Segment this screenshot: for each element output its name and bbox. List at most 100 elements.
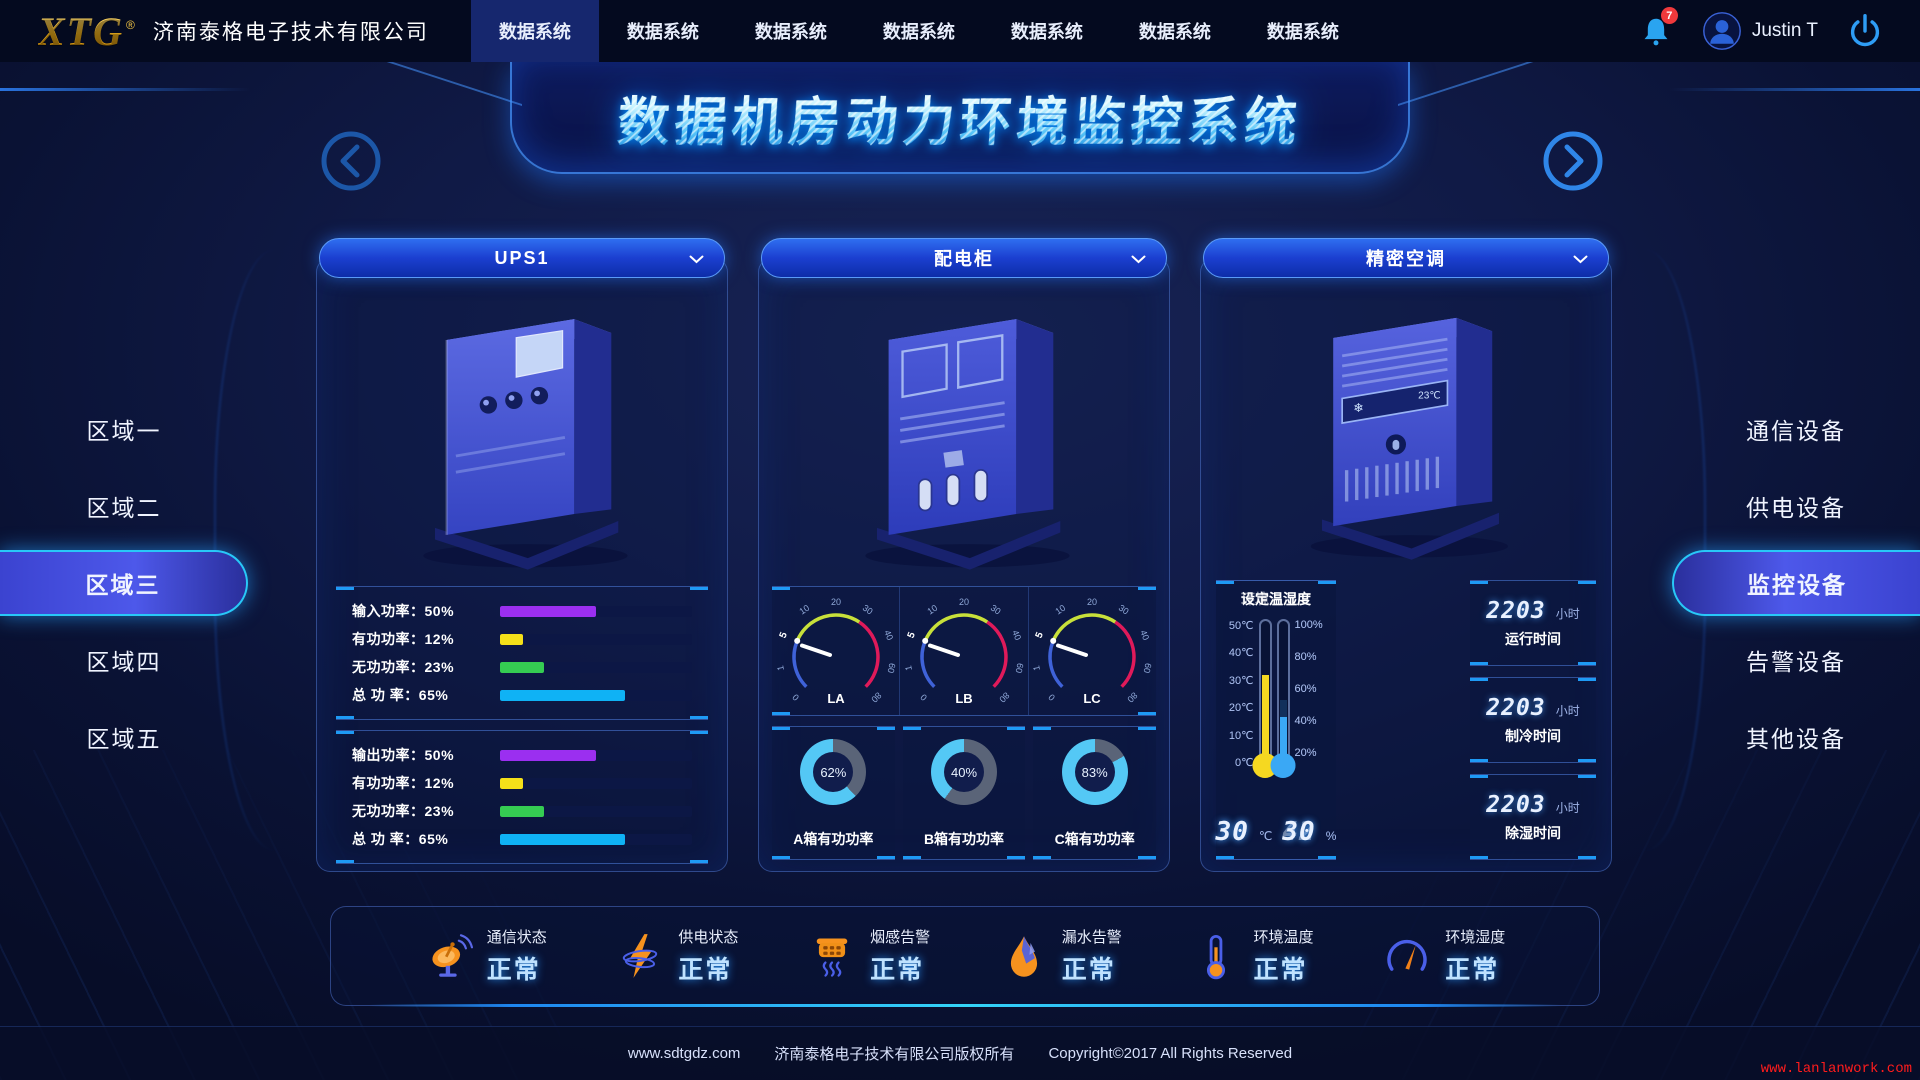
stat-bar-track: [500, 749, 692, 761]
gauge-dial: 0 1 5 10 20 30 40 60 80 LC: [1031, 597, 1153, 706]
chevron-down-icon: [689, 255, 704, 264]
zone-menu-item[interactable]: 区域四: [0, 627, 248, 693]
device-menu-label: 通信设备: [1746, 418, 1846, 444]
svg-text:1: 1: [1031, 665, 1042, 672]
decor-glow-line: [0, 88, 250, 91]
nav-item-data-system[interactable]: 数据系统: [599, 0, 727, 62]
device-menu-item[interactable]: 通信设备: [1672, 396, 1920, 462]
power-stat-row: 输入功率：50%: [352, 601, 692, 621]
user-menu[interactable]: Justin T: [1702, 11, 1818, 51]
panel-air-conditioner: 精密空调 ❄ 23℃: [1200, 238, 1612, 872]
status-value: 正常: [678, 956, 733, 984]
runtime-label: 制冷时间: [1505, 727, 1561, 744]
ac-selector-dropdown[interactable]: 精密空调: [1203, 238, 1609, 278]
donut-label: C箱有功功率: [1054, 831, 1135, 847]
stat-bar-fill: [500, 661, 545, 673]
nav-item-data-system[interactable]: 数据系统: [470, 0, 599, 62]
donut-value: 40%: [950, 764, 978, 780]
stat-bar-track: [500, 805, 692, 817]
zone-menu-item[interactable]: 区域一: [0, 396, 248, 462]
status-label: 供电状态: [678, 929, 739, 946]
active-power-donuts: 62% A箱有功功率 40% B箱有功功率 83%: [772, 726, 1157, 860]
notifications-button[interactable]: 7: [1638, 7, 1678, 51]
thermometer-icon: [1206, 934, 1225, 980]
nav-item-label: 数据系统: [882, 22, 955, 42]
status-label: 环境温度: [1253, 929, 1314, 946]
donut-value: 62%: [820, 764, 847, 780]
humidity-unit: %: [1325, 829, 1337, 843]
digital-readout: 30 ℃ 30 %: [1216, 817, 1337, 847]
svg-text:20: 20: [959, 597, 969, 607]
nav-item-label: 数据系统: [1266, 22, 1339, 42]
device-menu-item[interactable]: 其他设备: [1672, 704, 1920, 770]
donut-chart: 62%: [800, 739, 867, 805]
avatar-icon: [1702, 12, 1741, 50]
footer-copyright: 济南泰格电子技术有限公司版权所有: [774, 1046, 1015, 1063]
stat-bar-track: [500, 605, 692, 617]
nav-item-data-system[interactable]: 数据系统: [727, 0, 855, 62]
power-icon[interactable]: [1844, 10, 1886, 52]
distribution-selector-dropdown[interactable]: 配电柜: [761, 238, 1167, 278]
status-value: 正常: [486, 956, 541, 984]
next-page-arrow[interactable]: [1540, 128, 1606, 194]
smoke-detector-icon: [816, 938, 848, 977]
nav-item-data-system[interactable]: 数据系统: [1111, 0, 1239, 62]
status-item-smoke: 烟感告警 正常: [808, 926, 930, 986]
group-title: 设定温湿度: [1241, 591, 1311, 607]
donut-chart: 40%: [931, 739, 997, 805]
runtime-label: 运行时间: [1505, 630, 1561, 647]
temperature-thermometer: [1252, 619, 1278, 778]
zone-menu-item[interactable]: 区域五: [0, 704, 248, 770]
svg-text:40: 40: [1010, 629, 1023, 642]
nav-item-data-system[interactable]: 数据系统: [855, 0, 983, 62]
notification-badge: 7: [1660, 7, 1678, 24]
power-stat-row: 无功功率：23%: [352, 801, 692, 821]
stat-bar-track: [500, 833, 692, 845]
nav-item-label: 数据系统: [754, 22, 827, 42]
temperature-unit: ℃: [1258, 829, 1273, 843]
ups-cabinet-illustration: [423, 319, 628, 570]
user-name: Justin T: [1751, 20, 1818, 41]
satellite-icon: [432, 934, 473, 977]
runtime-value: 2203: [1486, 694, 1546, 721]
device-menu-label: 监控设备: [1747, 572, 1847, 598]
zone-menu-item[interactable]: 区域三: [0, 550, 248, 616]
svg-text:0: 0: [918, 692, 929, 703]
bell-icon: [1644, 18, 1668, 46]
device-menu-item[interactable]: 告警设备: [1672, 627, 1920, 693]
gauge-label: LA: [827, 691, 845, 706]
status-value: 正常: [870, 956, 925, 984]
nav-item-data-system[interactable]: 数据系统: [983, 0, 1111, 62]
zone-menu-label: 区域三: [85, 572, 161, 598]
status-value: 正常: [1445, 956, 1500, 984]
status-item-humidity: 环境湿度 正常: [1383, 926, 1505, 986]
svg-text:0: 0: [790, 692, 801, 703]
watermark: www.lanlanwork.com: [1760, 1061, 1912, 1077]
previous-page-arrow[interactable]: [318, 128, 384, 194]
ac-readouts: 环境温湿度 50℃40℃ 30℃20℃ 10℃0℃: [1216, 580, 1596, 860]
zone-menu-item[interactable]: 区域二: [0, 473, 248, 539]
nav-item-data-system[interactable]: 数据系统: [1239, 0, 1367, 62]
ups-selector-dropdown[interactable]: UPS1: [319, 238, 725, 278]
stat-bar-fill: [500, 689, 625, 701]
device-menu: 通信设备 供电设备 监控设备 告警设备 其他设备: [1672, 396, 1920, 781]
device-menu-item[interactable]: 供电设备: [1672, 473, 1920, 539]
stat-label: 有功功率：12%: [352, 631, 455, 647]
runtime-value: 2203: [1486, 597, 1546, 624]
zone-menu-label: 区域二: [86, 495, 162, 521]
main-nav: 数据系统 数据系统 数据系统 数据系统 数据系统 数据系统 数据系统: [470, 0, 1367, 62]
donut-label: B箱有功功率: [923, 831, 1005, 847]
status-item-power: 供电状态 正常: [616, 926, 738, 986]
svg-text:0: 0: [1047, 692, 1058, 703]
svg-text:60: 60: [885, 662, 896, 674]
stat-label: 总 功 率：65%: [352, 687, 449, 703]
power-stat-row: 总 功 率：65%: [352, 829, 692, 849]
svg-text:30: 30: [989, 603, 1003, 617]
stat-label: 无功功率：23%: [352, 803, 455, 819]
status-label: 通信状态: [486, 929, 547, 946]
device-menu-item[interactable]: 监控设备: [1672, 550, 1920, 616]
power-stat-row: 输出功率：50%: [352, 745, 692, 765]
stat-label: 无功功率：23%: [352, 659, 455, 675]
donut-chart-cell: 40% B箱有功功率: [902, 726, 1026, 860]
gauge-dial: 0 1 5 10 20 30 40 60 80 LA: [775, 597, 897, 706]
